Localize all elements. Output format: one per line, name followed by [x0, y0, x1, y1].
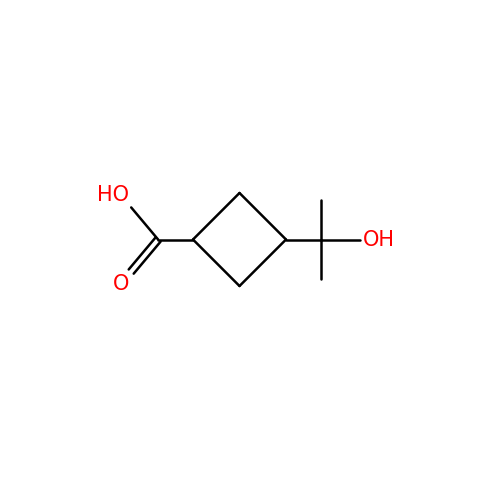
Text: OH: OH	[363, 229, 395, 250]
Text: HO: HO	[97, 185, 129, 205]
Text: O: O	[113, 274, 129, 294]
